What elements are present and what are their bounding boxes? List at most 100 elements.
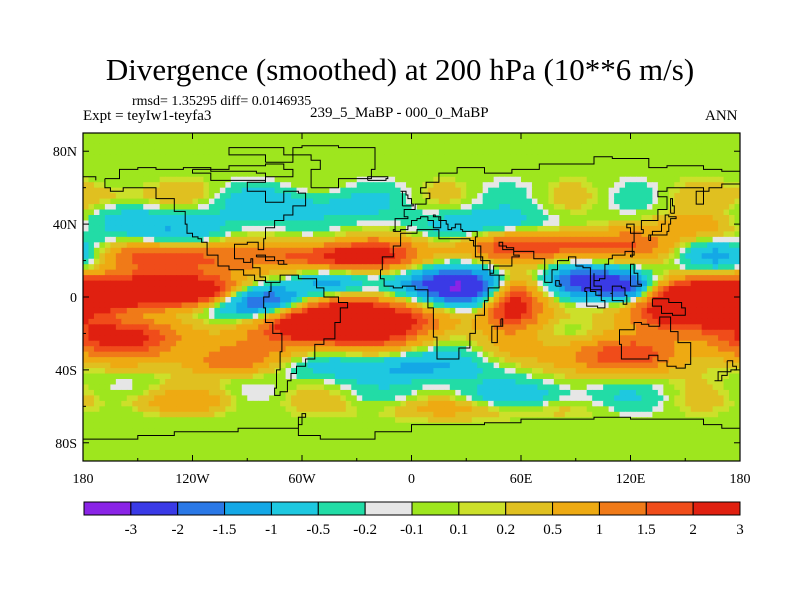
- field-cell: [564, 160, 571, 167]
- field-cell: [723, 154, 730, 161]
- field-cell: [531, 280, 539, 287]
- field-cell: [471, 351, 478, 358]
- field-cell: [499, 335, 506, 342]
- field-cell: [197, 215, 205, 222]
- field-cell: [482, 346, 489, 353]
- field-cell: [652, 318, 659, 325]
- field-cell: [302, 340, 309, 347]
- field-cell: [225, 307, 232, 314]
- field-cell: [433, 193, 440, 200]
- field-cell: [586, 335, 593, 342]
- field-cell: [187, 264, 194, 271]
- field-cell: [526, 193, 533, 200]
- field-cell: [668, 209, 675, 216]
- field-cell: [679, 291, 686, 298]
- field-cell: [712, 215, 719, 222]
- field-cell: [159, 291, 166, 298]
- field-cell: [302, 291, 309, 298]
- field-cell: [564, 143, 571, 150]
- field-cell: [575, 176, 582, 183]
- field-cell: [269, 143, 276, 150]
- field-cell: [477, 149, 484, 156]
- field-cell: [586, 138, 593, 145]
- field-cell: [351, 231, 358, 238]
- field-cell: [269, 171, 276, 178]
- field-cell: [433, 280, 440, 287]
- field-cell: [389, 133, 396, 140]
- field-cell: [115, 286, 122, 293]
- field-cell: [712, 149, 719, 156]
- field-cell: [296, 286, 303, 293]
- field-cell: [367, 176, 374, 183]
- field-cell: [488, 236, 495, 243]
- field-cell: [499, 258, 506, 265]
- field-cell: [323, 242, 330, 249]
- field-cell: [367, 236, 374, 243]
- field-cell: [603, 143, 610, 150]
- field-cell: [564, 225, 571, 232]
- field-cell: [597, 275, 604, 282]
- rmsd-diff-stats: rmsd= 1.35295 diff= 0.0146935: [132, 94, 312, 109]
- field-cell: [701, 171, 708, 178]
- field-cell: [553, 264, 560, 271]
- field-cell: [384, 357, 391, 364]
- field-cell: [192, 313, 199, 320]
- field-cell: [203, 133, 210, 140]
- field-cell: [159, 307, 166, 314]
- field-cell: [521, 324, 528, 331]
- field-cell: [214, 133, 221, 140]
- field-cell: [395, 171, 402, 178]
- field-cell: [729, 143, 736, 150]
- field-cell: [132, 204, 139, 211]
- field-cell: [285, 324, 292, 331]
- field-cell: [137, 176, 144, 183]
- field-cell: [88, 198, 95, 205]
- field-cell: [148, 198, 155, 205]
- field-cell: [269, 138, 276, 145]
- field-cell: [657, 193, 664, 200]
- field-cell: [537, 133, 544, 140]
- field-cell: [110, 236, 117, 243]
- field-cell: [625, 176, 632, 183]
- field-cell: [581, 329, 588, 336]
- field-cell: [608, 346, 615, 353]
- field-cell: [466, 176, 473, 183]
- experiment-label: Expt = teyIw1-teyfa3: [83, 108, 212, 124]
- field-cell: [471, 275, 478, 282]
- field-cell: [559, 160, 566, 167]
- field-cell: [83, 160, 90, 167]
- field-cell: [312, 258, 320, 265]
- field-cell: [718, 335, 725, 342]
- field-cell: [307, 215, 314, 222]
- field-cell: [542, 302, 549, 309]
- field-cell: [389, 324, 396, 331]
- field-cell: [619, 165, 626, 172]
- field-cell: [614, 302, 621, 309]
- field-cell: [422, 198, 429, 205]
- field-cell: [641, 138, 648, 145]
- field-cell: [115, 275, 122, 282]
- field-cell: [663, 291, 670, 298]
- field-cell: [373, 133, 380, 140]
- field-cell: [521, 231, 528, 238]
- field-cell: [619, 329, 626, 336]
- field-cell: [449, 351, 456, 358]
- field-cell: [652, 215, 659, 222]
- field-cell: [143, 324, 150, 331]
- field-cell: [187, 307, 194, 314]
- field-cell: [488, 302, 495, 309]
- field-cell: [384, 215, 391, 222]
- field-cell: [416, 318, 424, 325]
- field-cell: [422, 247, 429, 254]
- field-cell: [154, 236, 161, 243]
- field-cell: [548, 335, 555, 342]
- field-cell: [373, 286, 380, 293]
- field-cell: [219, 143, 226, 150]
- field-cell: [477, 154, 484, 161]
- field-cell: [230, 160, 237, 167]
- field-cell: [690, 269, 697, 276]
- field-cell: [493, 138, 500, 145]
- field-cell: [696, 198, 703, 205]
- field-cell: [351, 291, 358, 298]
- field-cell: [455, 269, 462, 276]
